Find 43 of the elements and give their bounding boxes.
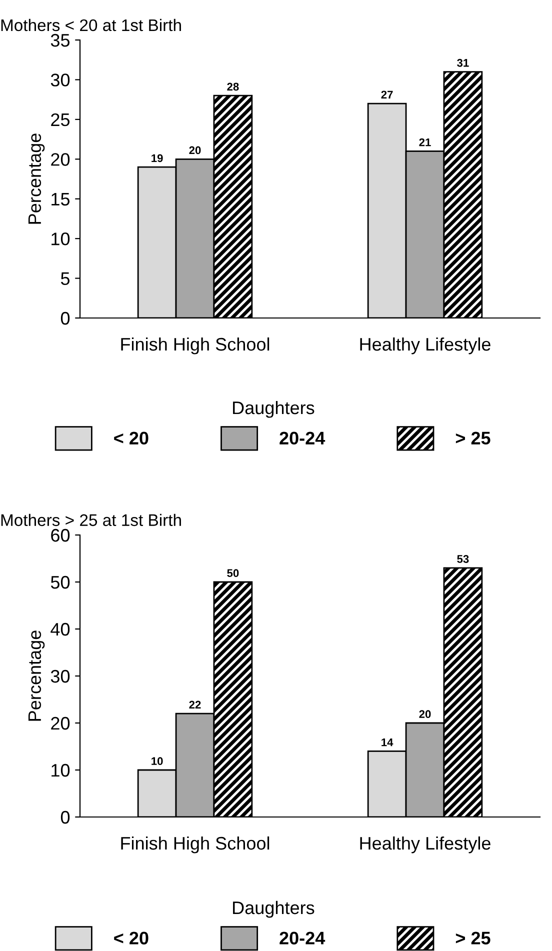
data-label: 10 bbox=[152, 757, 163, 766]
legend-title: Daughters bbox=[233, 400, 314, 418]
y-tick-label: 10 bbox=[52, 764, 70, 777]
data-label: 21 bbox=[419, 138, 431, 146]
y-tick-label: 30 bbox=[50, 74, 70, 86]
y-tick-label: 30 bbox=[50, 670, 70, 683]
data-label: 50 bbox=[227, 569, 239, 578]
y-tick-label: 25 bbox=[51, 113, 70, 126]
y-tick-label: 60 bbox=[51, 528, 70, 542]
y-tick-label: 40 bbox=[50, 622, 70, 636]
data-label: 20 bbox=[189, 146, 201, 154]
legend-title: Daughters bbox=[233, 900, 314, 918]
y-tick-label: 50 bbox=[50, 576, 70, 589]
data-label: 28 bbox=[227, 82, 239, 91]
y-tick-label: 15 bbox=[52, 192, 70, 206]
y-axis-title: Percentage bbox=[28, 630, 45, 721]
y-tick-label: 0 bbox=[60, 810, 70, 824]
data-label: 53 bbox=[457, 555, 469, 563]
legend-label: > 25 bbox=[456, 932, 490, 944]
data-label: 19 bbox=[152, 154, 163, 162]
x-tick-label: Finish High School bbox=[121, 337, 270, 354]
y-tick-label: 20 bbox=[51, 716, 70, 730]
legend-label: > 25 bbox=[456, 432, 490, 445]
chart-title: Mothers > 25 at 1st Birth bbox=[1, 514, 181, 526]
data-label: 20 bbox=[419, 710, 431, 718]
data-label: 27 bbox=[381, 90, 393, 98]
data-label: 14 bbox=[382, 738, 394, 746]
data-label: 22 bbox=[189, 700, 201, 709]
y-tick-label: 0 bbox=[60, 312, 70, 325]
legend-label: < 20 bbox=[114, 932, 148, 944]
y-axis-title: Percentage bbox=[28, 134, 45, 224]
data-label: 31 bbox=[457, 58, 469, 67]
x-tick-label: Finish High School bbox=[121, 836, 270, 854]
y-tick-label: 5 bbox=[60, 272, 70, 286]
legend-label: < 20 bbox=[114, 432, 148, 445]
x-tick-label: Healthy Lifestyle bbox=[360, 836, 490, 854]
y-tick-label: 20 bbox=[51, 153, 70, 166]
chart-title: Mothers < 20 at 1st Birth bbox=[1, 18, 181, 32]
legend-label: 20-24 bbox=[280, 932, 326, 944]
y-tick-label: 35 bbox=[50, 34, 70, 47]
y-tick-label: 10 bbox=[52, 232, 70, 246]
legend-label: 20-24 bbox=[280, 432, 326, 445]
x-tick-label: Healthy Lifestyle bbox=[360, 337, 490, 354]
